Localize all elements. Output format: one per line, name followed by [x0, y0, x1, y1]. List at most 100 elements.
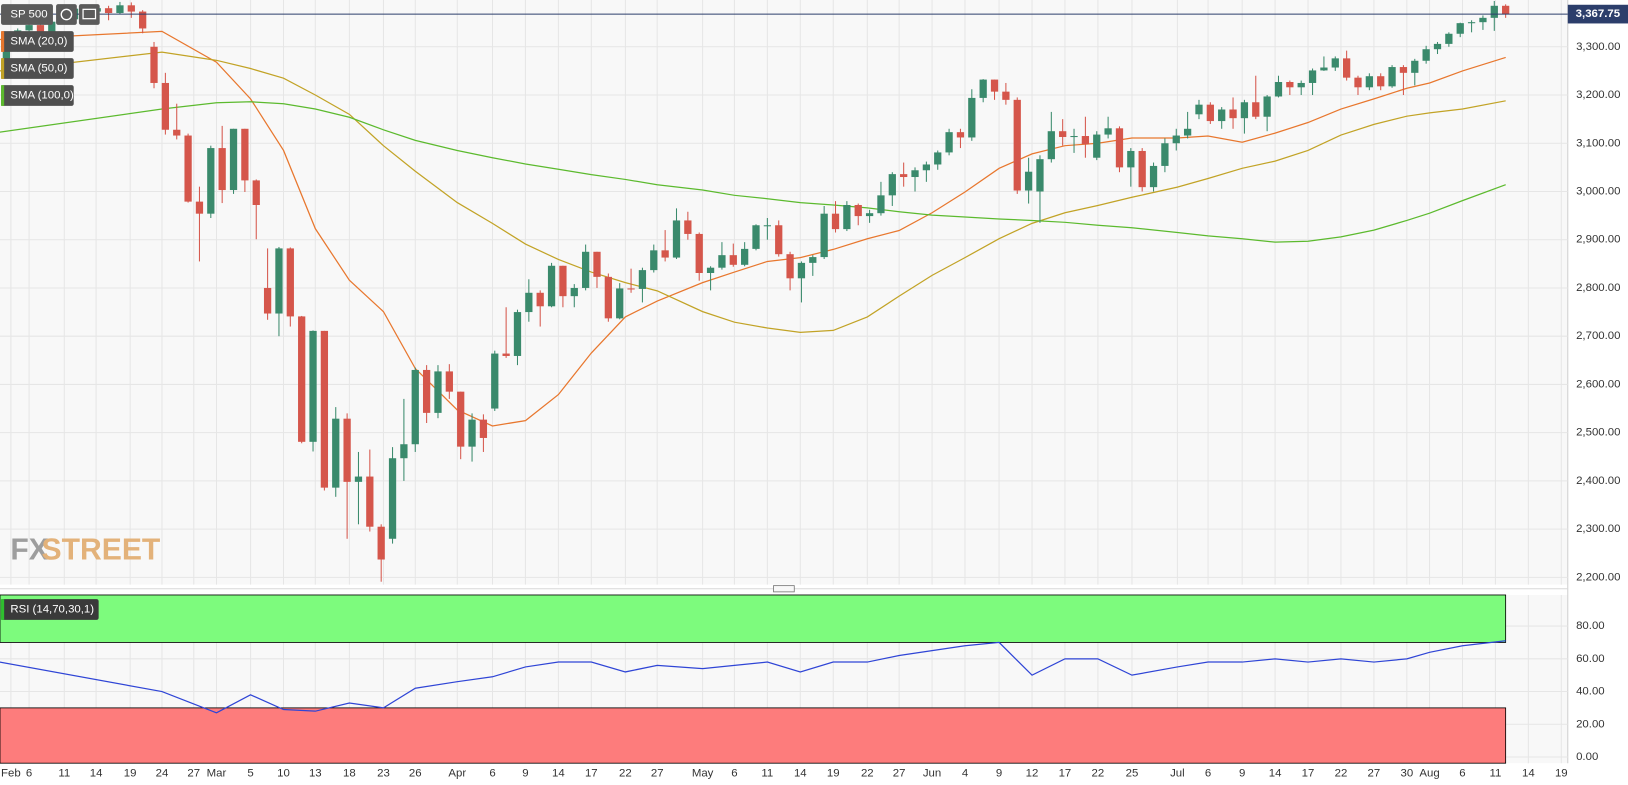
candle-body: [139, 11, 147, 29]
candle-body: [1252, 102, 1260, 117]
candle-body: [366, 476, 374, 527]
candle-body: [332, 418, 340, 488]
candle-body: [945, 132, 953, 153]
x-tick-label: 24: [156, 768, 169, 780]
candle-body: [161, 82, 170, 130]
x-tick-label: 10: [277, 768, 290, 780]
candle-body: [207, 148, 215, 214]
candle-body: [1002, 91, 1010, 100]
legend-box[interactable]: [1, 31, 74, 52]
candle-body: [831, 213, 840, 230]
y-tick-label: 3,000.00: [1576, 186, 1620, 198]
price-pane: [0, 0, 1568, 585]
candle-body: [968, 97, 976, 138]
candle-body: [1161, 143, 1169, 166]
y-tick-label: 3,200.00: [1576, 89, 1620, 101]
candle-body: [911, 170, 919, 178]
y-tick-label: 2,700.00: [1576, 330, 1620, 342]
candle-body: [1422, 49, 1430, 61]
candle-body: [809, 257, 817, 263]
candle-body: [468, 419, 476, 447]
candle-body: [275, 248, 283, 314]
legend-label: SMA (20,0): [10, 36, 67, 48]
candle-body: [877, 195, 885, 214]
candle-body: [729, 255, 737, 265]
legend-box[interactable]: [1, 599, 99, 620]
candle-body: [888, 174, 896, 196]
x-tick-label: Apr: [448, 768, 466, 780]
candle-body: [1331, 58, 1339, 68]
y-tick-label: 2,800.00: [1576, 282, 1620, 294]
candle-body: [741, 248, 749, 265]
settings-icon: [82, 8, 97, 20]
y-tick-label: 2,400.00: [1576, 475, 1620, 487]
y-tick-label: 40.00: [1576, 686, 1605, 698]
candle-body: [1240, 102, 1249, 119]
candle-body: [422, 369, 431, 413]
candle-body: [354, 476, 363, 482]
candle-body: [377, 526, 385, 560]
candle-body: [718, 255, 726, 268]
candle-body: [343, 418, 351, 482]
indicator-line: [0, 101, 1506, 243]
candle-body: [229, 128, 238, 191]
candle-body: [1320, 67, 1328, 71]
y-tick-label: 2,600.00: [1576, 378, 1620, 390]
candle-body: [956, 132, 965, 138]
x-tick-label: 14: [794, 768, 807, 780]
candle-body: [1127, 150, 1135, 168]
candle-body: [1399, 67, 1408, 73]
candle-body: [865, 213, 874, 217]
candle-body: [1388, 67, 1396, 87]
candle-body: [25, 25, 33, 31]
x-tick-label: 12: [1026, 768, 1039, 780]
x-tick-label: 19: [1555, 768, 1568, 780]
candle-body: [1411, 60, 1419, 73]
candle-body: [1377, 76, 1385, 87]
x-tick-label: 27: [187, 768, 200, 780]
candle-body: [1104, 128, 1112, 135]
candle-body: [286, 248, 294, 317]
x-tick-label: 17: [585, 768, 598, 780]
candle-body: [525, 292, 533, 313]
x-tick-label: 13: [309, 768, 322, 780]
candle-body: [593, 251, 601, 277]
x-tick-label: 6: [26, 768, 32, 780]
candle-body: [1467, 22, 1476, 24]
candle-body: [763, 225, 771, 227]
symbol-box[interactable]: [1, 4, 53, 25]
legend-box[interactable]: [1, 85, 74, 106]
x-tick-label: 14: [1269, 768, 1282, 780]
candle-body: [1308, 70, 1317, 83]
x-tick-label: 9: [1239, 768, 1245, 780]
candle-body: [695, 233, 703, 274]
x-tick-label: 14: [90, 768, 103, 780]
candle-body: [457, 391, 465, 447]
candle-body: [979, 79, 987, 98]
x-tick-label: May: [692, 768, 714, 780]
candle-body: [581, 251, 590, 288]
candle-body: [1456, 23, 1464, 34]
oversold-band: [0, 707, 1507, 764]
x-tick-label: 11: [761, 768, 773, 780]
candle-body: [1059, 131, 1067, 137]
watermark: STREET: [42, 533, 161, 566]
x-tick-label: 23: [377, 768, 390, 780]
candle-body: [547, 265, 556, 307]
candle-body: [775, 225, 783, 255]
x-tick-label: 27: [1368, 768, 1381, 780]
candle-body: [1297, 82, 1305, 88]
candle-body: [661, 250, 669, 258]
watermark: FX: [10, 533, 48, 566]
pane-handle[interactable]: [773, 585, 795, 593]
x-tick-label: Jul: [1170, 768, 1185, 780]
refresh-button[interactable]: [56, 4, 77, 25]
legend-box[interactable]: [1, 58, 74, 79]
candle-body: [1024, 171, 1033, 191]
indicator-line: [0, 51, 1506, 334]
candle-body: [1206, 104, 1214, 122]
candle-body: [1149, 165, 1158, 188]
candle-body: [104, 8, 113, 14]
settings-button[interactable]: [78, 4, 100, 25]
x-tick-label: 30: [1400, 768, 1413, 780]
